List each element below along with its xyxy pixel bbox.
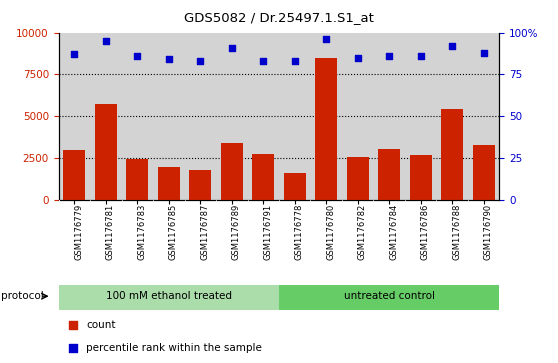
Text: GDS5082 / Dr.25497.1.S1_at: GDS5082 / Dr.25497.1.S1_at	[184, 11, 374, 24]
Text: GSM1176787: GSM1176787	[200, 204, 209, 260]
Point	[68, 346, 77, 351]
Bar	[283, 173, 306, 200]
Text: GSM1176780: GSM1176780	[326, 204, 335, 260]
Point	[448, 43, 456, 49]
Point	[227, 45, 236, 50]
Bar	[347, 157, 369, 200]
Text: count: count	[86, 319, 116, 330]
Point	[385, 53, 394, 59]
Bar	[63, 150, 85, 200]
Text: untreated control: untreated control	[344, 291, 435, 301]
Bar	[221, 143, 243, 200]
Text: protocol: protocol	[1, 291, 44, 301]
Bar	[158, 167, 180, 200]
Bar	[279, 285, 499, 309]
Point	[479, 50, 488, 56]
Bar	[95, 105, 117, 200]
Text: GSM1176779: GSM1176779	[74, 204, 83, 260]
Text: GSM1176782: GSM1176782	[358, 204, 367, 260]
Point	[102, 38, 110, 44]
Point	[353, 55, 362, 61]
Point	[322, 36, 331, 42]
Text: GSM1176789: GSM1176789	[232, 204, 240, 260]
Text: GSM1176781: GSM1176781	[106, 204, 115, 260]
Point	[70, 52, 79, 57]
Point	[416, 53, 425, 59]
Text: 100 mM ethanol treated: 100 mM ethanol treated	[106, 291, 232, 301]
Text: GSM1176786: GSM1176786	[421, 204, 430, 260]
Text: GSM1176790: GSM1176790	[484, 204, 493, 260]
Bar	[410, 155, 432, 200]
Point	[165, 57, 174, 62]
Bar	[252, 154, 275, 200]
Text: GSM1176784: GSM1176784	[389, 204, 398, 260]
Bar	[441, 110, 463, 200]
Point	[133, 53, 142, 59]
Bar	[126, 159, 148, 200]
Point	[196, 58, 205, 64]
Bar	[189, 170, 211, 200]
Bar	[59, 285, 279, 309]
Point	[290, 58, 299, 64]
Text: GSM1176783: GSM1176783	[137, 204, 146, 260]
Text: GSM1176778: GSM1176778	[295, 204, 304, 260]
Text: GSM1176791: GSM1176791	[263, 204, 272, 260]
Point	[68, 322, 77, 327]
Text: percentile rank within the sample: percentile rank within the sample	[86, 343, 262, 354]
Bar	[315, 58, 337, 200]
Text: GSM1176788: GSM1176788	[452, 204, 461, 260]
Text: GSM1176785: GSM1176785	[169, 204, 178, 260]
Point	[259, 58, 268, 64]
Bar	[378, 149, 400, 200]
Bar	[473, 146, 495, 200]
